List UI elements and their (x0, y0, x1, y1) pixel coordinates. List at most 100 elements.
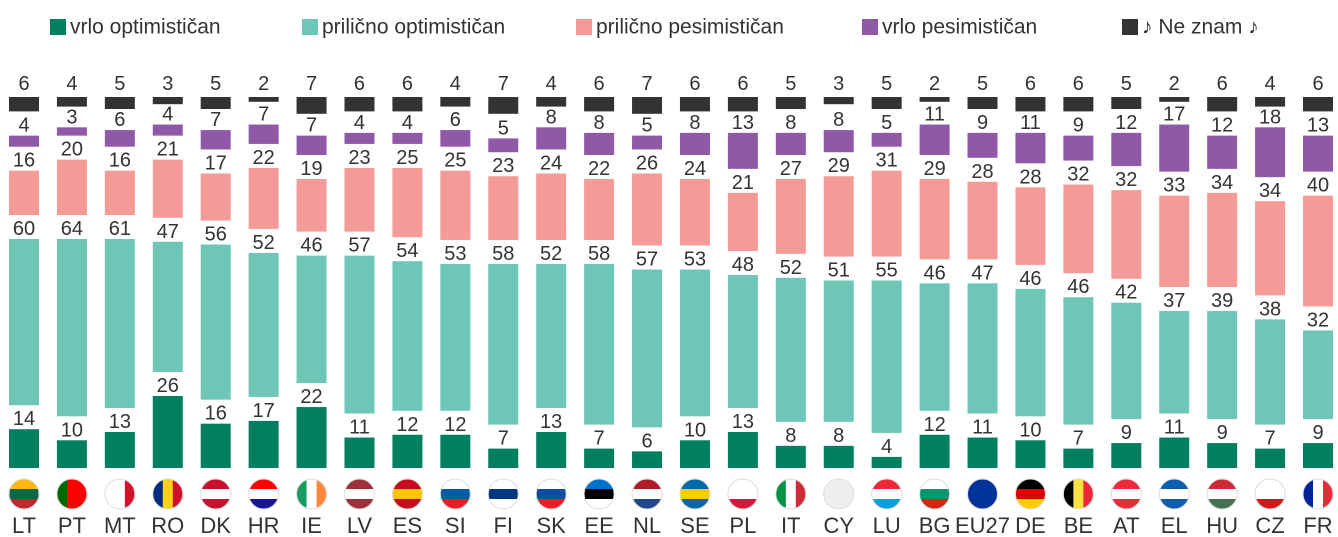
flag-stripe (1159, 489, 1190, 500)
value-label: 46 (923, 262, 945, 284)
flag-border (631, 478, 663, 510)
bar-segment (392, 434, 423, 468)
bar-segment (679, 440, 710, 468)
x-tick-label: AT (1113, 513, 1139, 537)
bar-segment (248, 252, 279, 397)
flag (1255, 479, 1286, 509)
bar-segment (344, 255, 375, 414)
value-label: 6 (18, 73, 29, 95)
bar-segment (823, 176, 854, 257)
value-label: 20 (61, 139, 83, 161)
value-label: 37 (1163, 290, 1185, 312)
flag-border (1302, 478, 1334, 510)
bar-segment (775, 445, 806, 468)
value-label: 4 (881, 436, 892, 458)
flag (9, 479, 39, 509)
value-label: 10 (684, 419, 706, 441)
value-label: 56 (205, 224, 227, 246)
bar-segment (296, 255, 327, 384)
value-label: 13 (1307, 115, 1329, 137)
flag (1303, 479, 1333, 509)
flag-stripe (1313, 479, 1324, 509)
flag-border (583, 478, 615, 510)
value-label: 5 (498, 117, 509, 139)
value-label: 33 (1163, 175, 1185, 197)
flag-stripe (9, 499, 39, 509)
value-label: 34 (1211, 172, 1233, 194)
bar-segment (536, 173, 567, 240)
flag-stripe (584, 479, 615, 490)
value-label: 28 (971, 161, 993, 183)
flag (727, 479, 758, 509)
value-label: 21 (157, 139, 179, 161)
value-label: 29 (828, 155, 850, 177)
value-label: 9 (1073, 115, 1084, 137)
flag-stripe (1159, 479, 1190, 490)
value-label: 22 (253, 147, 275, 169)
bar-segment (1207, 192, 1238, 288)
flag-stripe (1015, 489, 1046, 500)
flag-stripe (823, 499, 854, 509)
flag (344, 479, 375, 509)
bar-segment (104, 170, 135, 216)
flag-stripe (1073, 479, 1084, 509)
x-tick-label: IT (781, 513, 801, 537)
flag-stripe (823, 489, 854, 500)
flag-stripe (1207, 489, 1238, 500)
flag-stripe (488, 499, 519, 509)
flag (584, 479, 615, 509)
flag-stripe (632, 489, 663, 500)
flag-border (56, 478, 88, 510)
value-label: 12 (444, 414, 466, 436)
value-label: 46 (1019, 268, 1041, 290)
flag-border (1014, 478, 1046, 510)
bar-segment (296, 407, 327, 468)
flag-stripe (344, 479, 375, 490)
x-tick-label: EE (584, 513, 613, 537)
value-label: 8 (785, 425, 796, 447)
value-label: 5 (114, 73, 125, 95)
bar-segment (1159, 311, 1190, 414)
flag-stripe (248, 479, 279, 490)
bar-segment (1111, 443, 1142, 468)
bar-segment (775, 179, 806, 254)
bar-segment (200, 97, 231, 109)
value-label: 13 (540, 411, 562, 433)
flag-stripe (200, 479, 231, 490)
flag-stripe (536, 499, 567, 509)
flag-stripe (727, 489, 758, 500)
flag (775, 479, 806, 509)
value-label: 55 (876, 260, 898, 282)
x-tick-label: CY (823, 513, 854, 537)
flag-stripe (1255, 499, 1286, 509)
bar-segment (440, 130, 471, 147)
flag-stripe (248, 489, 279, 500)
value-label: 48 (732, 254, 754, 276)
value-label: 16 (205, 403, 227, 425)
value-label: 39 (1211, 290, 1233, 312)
bar-segment (152, 97, 183, 105)
flag-stripe (392, 479, 423, 490)
value-label: 13 (109, 411, 131, 433)
flag-stripe (679, 479, 710, 490)
bar-segment (9, 239, 39, 406)
flag-stripe (919, 479, 950, 490)
value-label: 16 (109, 150, 131, 172)
value-label: 6 (1025, 73, 1036, 95)
flag (1063, 479, 1094, 509)
x-tick-label: EU27 (955, 513, 1010, 537)
flag (919, 479, 950, 509)
flag-stripe (162, 479, 174, 509)
bar-segment (919, 97, 950, 102)
flag-stripe (1063, 479, 1074, 509)
flag-border (343, 478, 375, 510)
value-label: 8 (594, 112, 605, 134)
value-label: 7 (306, 73, 317, 95)
bar-segment (1159, 97, 1190, 102)
bar-segment (919, 124, 950, 156)
bar-segment (248, 167, 279, 229)
flag (440, 479, 471, 509)
bar-segment (536, 263, 567, 408)
value-label: 5 (881, 73, 892, 95)
bar-segment (1255, 201, 1286, 296)
